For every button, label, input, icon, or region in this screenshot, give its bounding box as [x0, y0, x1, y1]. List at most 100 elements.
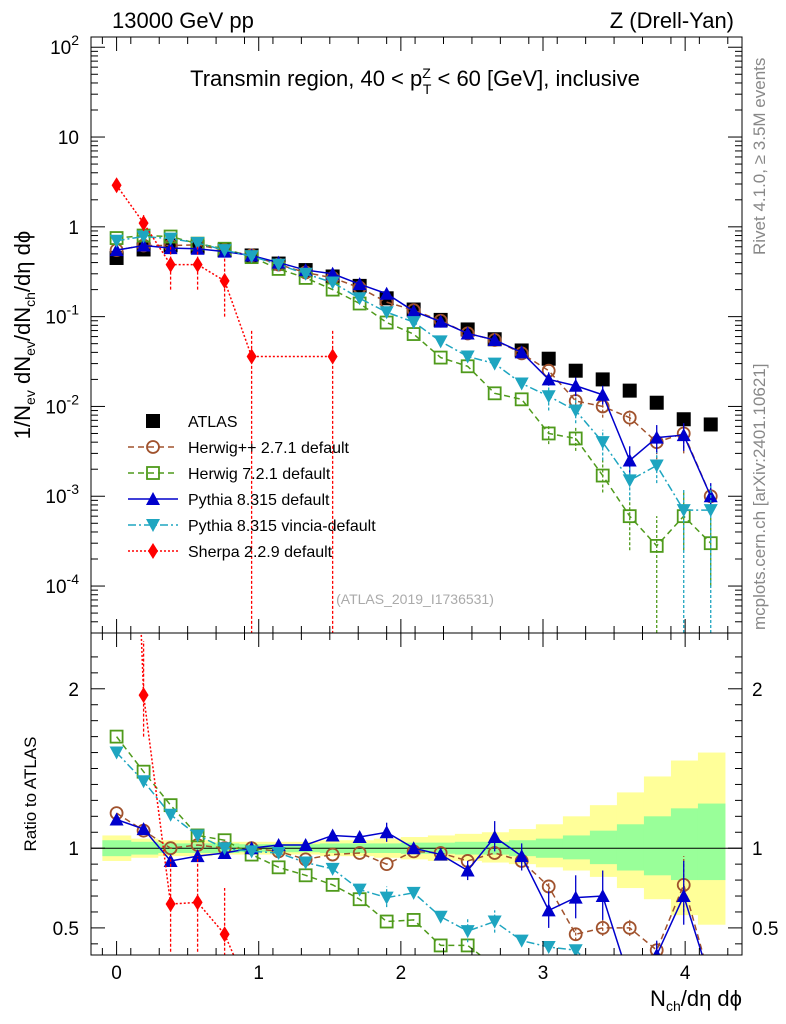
point-pythia-8-315-vincia-default [541, 390, 556, 404]
ratio-point-pythia-8-315-vincia-default [163, 808, 178, 822]
ratio-point-pythia-8-315-vincia-default [541, 941, 556, 955]
point-pythia-8-315-vincia-default [136, 230, 151, 244]
point-herwig-7-2-1-default [595, 468, 610, 483]
x-tick-label: 0 [111, 963, 122, 984]
y-tick-label-main: 10 [58, 128, 79, 149]
band-green-bin [562, 835, 591, 860]
ratio-point-pythia-8-315-default [460, 863, 475, 877]
ratio-point-pythia-8-315-vincia-default [433, 910, 448, 924]
y-axis-label-main: 1/Nev dNev/dNch/dη dϕ [10, 231, 38, 439]
legend-label-pythia-8-315-default: Pythia 8.315 default [188, 492, 330, 509]
point-pythia-8-315-vincia-default [271, 258, 286, 272]
ratio-point-pythia-8-315-default [514, 849, 529, 863]
band-green-bin [589, 830, 618, 865]
y-tick-label-main: 102 [50, 32, 79, 59]
point-pythia-8-315-vincia-default [568, 404, 583, 418]
point-pythia-8-315-default [487, 332, 502, 346]
y-tick-label-ratio-right: 0.5 [752, 919, 778, 940]
ratio-point-pythia-8-315-default [487, 830, 502, 844]
ratio-point-pythia-8-315-vincia-default [190, 829, 205, 843]
ratio-point-pythia-8-315-vincia-default [406, 886, 421, 900]
band-green-bin [643, 816, 672, 876]
ratio-point-pythia-8-315-vincia-default [217, 842, 232, 856]
point-pythia-8-315-vincia-default [406, 316, 421, 330]
point-pythia-8-315-vincia-default [217, 244, 232, 258]
point-sherpa-2-2-9-default [327, 348, 338, 365]
ratio-point-herwig-7-2-1-default [597, 987, 609, 999]
legend-label-atlas: ATLAS [188, 414, 238, 431]
x-tick-label: 1 [253, 963, 264, 984]
ratio-point-pythia-8-315-vincia-default [460, 925, 475, 939]
ratio-point-pythia-8-315-vincia-default [244, 845, 259, 859]
ratio-point-pythia-8-315-default [433, 847, 448, 861]
ratio-point-herwig-7-2-1-default [325, 877, 340, 892]
ratio-point-pythia-8-315-default [406, 841, 421, 855]
ratio-point-herwig-7-2-1-default [271, 860, 286, 875]
point-pythia-8-315-vincia-default [460, 350, 475, 364]
point-atlas [649, 395, 664, 410]
ratio-point-pythia-8-315-default [136, 822, 151, 836]
ratio-plot-series [109, 633, 704, 999]
point-pythia-8-315-default [406, 304, 421, 318]
y-tick-label-main: 10-1 [45, 302, 79, 329]
analysis-watermark: (ATLAS_2019_I1736531) [336, 591, 494, 607]
ratio-point-pythia-8-315-default [352, 830, 367, 844]
ratio-point-herwig-2-7-1-default [325, 847, 340, 862]
ratio-point-pythia-8-315-vincia-default [379, 891, 394, 905]
point-sherpa-2-2-9-default [138, 215, 149, 232]
ratio-point-pythia-8-315-default [298, 838, 313, 852]
rivet-version-label: Rivet 4.1.0, ≥ 3.5M events [750, 57, 769, 255]
x-tick-label: 3 [538, 963, 549, 984]
point-pythia-8-315-vincia-default [514, 377, 529, 391]
ratio-point-pythia-8-315-vincia-default [136, 775, 151, 789]
point-atlas [622, 383, 637, 398]
band-green-bin [616, 824, 645, 871]
ratio-point-pythia-8-315-vincia-default [352, 883, 367, 897]
x-tick-label: 4 [680, 963, 691, 984]
point-pythia-8-315-default [676, 428, 691, 442]
ratio-point-pythia-8-315-vincia-default [623, 986, 637, 999]
point-pythia-8-315-default [109, 243, 124, 257]
point-atlas [676, 412, 691, 427]
point-atlas [595, 372, 610, 387]
point-pythia-8-315-default [514, 345, 529, 359]
point-herwig-7-2-1-default [568, 431, 583, 446]
y-tick-label-main: 10-3 [45, 481, 79, 508]
ratio-point-sherpa-2-2-9-default [219, 926, 230, 943]
legend-marker-pythia-8-315-default [146, 492, 160, 505]
point-atlas [541, 351, 556, 366]
ratio-point-sherpa-2-2-9-default [192, 894, 203, 911]
legend-marker-herwig-7-2-1-default [146, 466, 160, 480]
point-pythia-8-315-default [433, 314, 448, 328]
point-herwig-7-2-1-default [487, 386, 502, 401]
point-pythia-8-315-vincia-default [649, 459, 664, 473]
y-tick-label-ratio-right: 2 [752, 680, 763, 701]
point-pythia-8-315-default [595, 387, 610, 401]
legend-label-pythia-8-315-vincia-default: Pythia 8.315 vincia-default [188, 518, 376, 535]
point-sherpa-2-2-9-default [246, 348, 257, 365]
ratio-point-pythia-8-315-vincia-default [109, 746, 124, 760]
point-herwig-2-7-1-default [622, 410, 637, 425]
series-line-pythia-8-315-default [116, 244, 712, 497]
ratio-point-herwig-7-2-1-default [406, 913, 421, 927]
ratio-plot-frame [90, 632, 743, 956]
ratio-line-herwig-7-2-1-default [115, 736, 482, 955]
point-sherpa-2-2-9-default [192, 256, 203, 273]
process-label: Z (Drell-Yan) [609, 8, 734, 33]
ratio-point-herwig-7-2-1-default [433, 938, 448, 953]
point-sherpa-2-2-9-default [111, 177, 122, 194]
y-tick-label-main: 10-2 [45, 391, 79, 418]
legend-marker-herwig-2-7-1-default [146, 440, 160, 454]
x-tick-label: 2 [396, 963, 407, 984]
legend-marker-sherpa-2-2-9-default [148, 543, 158, 559]
point-pythia-8-315-default [352, 277, 367, 291]
point-herwig-7-2-1-default [649, 538, 664, 553]
point-pythia-8-315-vincia-default [298, 267, 313, 281]
point-herwig-7-2-1-default [433, 350, 448, 365]
ratio-point-pythia-8-315-vincia-default [487, 915, 502, 929]
ratio-point-herwig-2-7-1-default [622, 921, 637, 935]
point-pythia-8-315-vincia-default [622, 474, 637, 488]
point-pythia-8-315-vincia-default [244, 250, 259, 264]
x-axis-label: Nch/dη dϕ [650, 986, 742, 1014]
